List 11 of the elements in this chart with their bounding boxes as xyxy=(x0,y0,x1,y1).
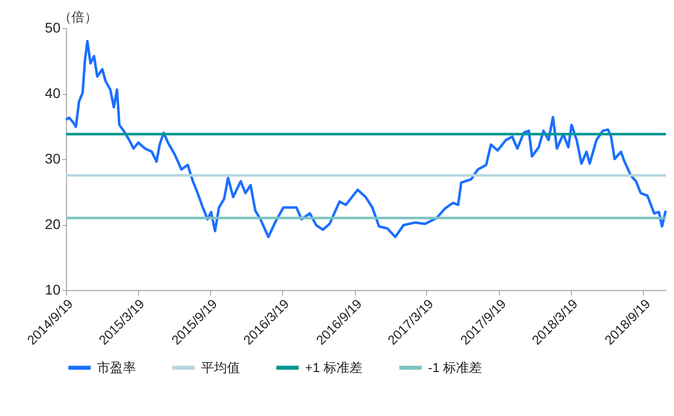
legend-label: +1 标准差 xyxy=(305,360,362,375)
y-tick-label: 30 xyxy=(44,150,61,166)
legend-label: 市盈率 xyxy=(97,360,136,375)
y-axis-title: （倍） xyxy=(58,10,98,24)
y-tick-label: 20 xyxy=(44,216,61,232)
y-tick-label: 10 xyxy=(44,282,61,298)
y-tick-label: 50 xyxy=(44,20,61,36)
legend-label: -1 标准差 xyxy=(428,360,482,375)
y-tick-label: 40 xyxy=(44,85,61,101)
line-series xyxy=(64,40,667,238)
legend-label: 平均值 xyxy=(201,360,240,375)
